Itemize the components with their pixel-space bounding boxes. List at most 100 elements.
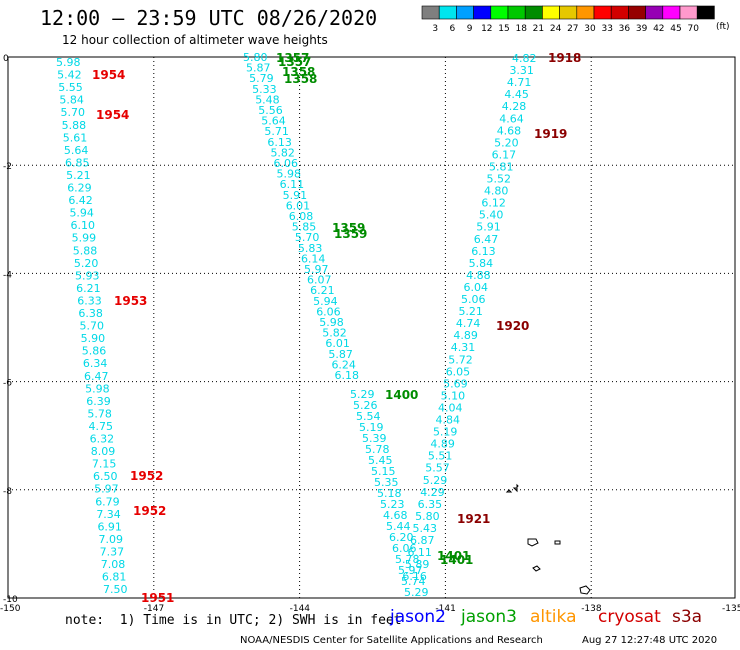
legend-swatch: [559, 5, 578, 20]
legend-bin-label: 27: [567, 24, 578, 34]
swh-value-right-track: 5.51: [428, 450, 453, 463]
swh-value-right-track: 4.04: [438, 401, 463, 414]
swh-value-left-track: 5.97: [94, 483, 119, 496]
swh-value-left-track: 6.91: [97, 520, 122, 533]
swh-value-diagonal-track: 6.07: [307, 274, 332, 287]
page-title: 12:00 — 23:59 UTC 08/26/2020: [40, 6, 378, 30]
legend-swatch: [507, 5, 526, 20]
swh-value-diagonal-track: 6.01: [286, 199, 311, 212]
swh-value-right-track: 5.43: [413, 522, 438, 535]
legend-swatch: [679, 5, 698, 20]
swh-value-right-track: 3.31: [509, 64, 534, 77]
swh-value-diagonal-track: 5.74: [401, 575, 426, 588]
time-label: 1400: [385, 388, 418, 402]
swh-value-right-track: 4.89: [453, 329, 478, 342]
legend-bin-label: 24: [550, 24, 562, 34]
swh-value-right-track: 4.68: [497, 124, 522, 137]
island-outline: [554, 540, 561, 545]
swh-value-right-track: 5.40: [479, 209, 504, 222]
swh-value-diagonal-track: 4.68: [383, 509, 408, 522]
y-tick-label: -4: [3, 270, 12, 280]
swh-value-left-track: 5.55: [58, 81, 83, 94]
legend-swatch: [662, 5, 681, 20]
legend-bin-label: 42: [653, 24, 664, 34]
legend-bin-label: 15: [498, 24, 509, 34]
swh-value-left-track: 7.37: [100, 545, 125, 558]
island-outline: [512, 487, 518, 493]
swh-value-diagonal-track: 5.15: [371, 465, 396, 478]
swh-value-left-track: 5.84: [59, 94, 84, 107]
swh-value-right-track: 4.45: [504, 88, 528, 101]
swh-value-diagonal-track: 5.80: [243, 51, 268, 64]
swh-value-right-track: 5.84: [469, 257, 494, 270]
swh-value-left-track: 7.08: [101, 558, 126, 571]
swh-value-left-track: 5.99: [72, 232, 97, 245]
x-tick-label: -147: [144, 604, 164, 614]
swh-value-diagonal-track: 6.06: [392, 542, 417, 555]
swh-value-diagonal-track: 6.13: [267, 136, 292, 149]
swh-value-diagonal-track: 5.94: [313, 295, 338, 308]
time-label: 1359: [332, 221, 365, 235]
time-label: 1357: [276, 51, 309, 65]
time-label: 1358: [282, 65, 315, 79]
swh-value-diagonal-track: 5.54: [356, 410, 381, 423]
swh-value-diagonal-track: 5.23: [380, 498, 405, 511]
swh-value-diagonal-track: 5.98: [277, 168, 302, 181]
swh-value-left-track: 5.93: [75, 269, 100, 282]
time-label: 1954: [96, 108, 129, 122]
swh-value-right-track: 5.20: [494, 136, 519, 149]
swh-value-left-track: 5.88: [62, 119, 87, 132]
swh-value-right-track: 4.64: [499, 112, 524, 125]
swh-value-diagonal-track: 5.98: [319, 316, 344, 329]
footer-note: note: 1) Time is in UTC; 2) SWH is in fe…: [65, 613, 402, 628]
swh-value-left-track: 5.98: [56, 56, 81, 69]
swh-value-diagonal-track: 5.44: [386, 520, 411, 533]
swh-value-left-track: 6.34: [83, 357, 108, 370]
swh-value-right-track: 6.13: [471, 245, 496, 258]
swh-value-left-track: 7.15: [92, 458, 117, 471]
swh-value-right-track: 5.80: [415, 510, 440, 523]
swh-value-left-track: 5.86: [82, 345, 107, 358]
x-tick-label: -150: [0, 604, 21, 614]
swh-value-right-track: 5.06: [461, 293, 486, 306]
swh-value-diagonal-track: 5.87: [246, 62, 270, 75]
legend-bin-label: 6: [450, 24, 456, 34]
swh-value-diagonal-track: 6.08: [289, 210, 314, 223]
swh-value-diagonal-track: 5.26: [353, 399, 378, 412]
swh-value-right-track: 6.17: [492, 148, 516, 161]
swh-value-right-track: 4.31: [451, 341, 476, 354]
swh-value-right-track: 6.04: [464, 281, 489, 294]
swh-value-left-track: 5.98: [85, 382, 110, 395]
swh-value-diagonal-track: 6.21: [310, 284, 335, 297]
legend-bin-label: 18: [515, 24, 527, 34]
swh-value-right-track: 4.84: [436, 414, 461, 427]
plot-frame: [7, 56, 736, 599]
swh-value-diagonal-track: 5.97: [304, 263, 329, 276]
swh-value-diagonal-track: 5.29: [404, 586, 429, 599]
y-tick-label: -8: [3, 487, 12, 497]
swh-value-right-track: 4.82: [512, 52, 537, 65]
time-label: 1358: [284, 72, 317, 86]
y-tick-label: -2: [3, 162, 12, 172]
timestamp: Aug 27 12:27:48 UTC 2020: [582, 635, 718, 646]
credit-line: NOAA/NESDIS Center for Satellite Applica…: [240, 635, 543, 646]
legend-swatch: [438, 5, 457, 20]
legend-bin-label: 3: [432, 24, 438, 34]
x-tick-label: -144: [290, 604, 311, 614]
legend-unit: (ft): [716, 22, 730, 32]
swh-value-diagonal-track: 6.01: [325, 337, 350, 350]
swh-value-diagonal-track: 5.33: [252, 83, 277, 96]
swh-value-diagonal-track: 5.78: [365, 443, 390, 456]
legend-swatch: [542, 5, 560, 20]
swh-value-diagonal-track: 6.06: [316, 305, 341, 318]
swh-value-left-track: 6.47: [84, 370, 109, 383]
time-label: 1952: [130, 469, 163, 483]
time-label: 1918: [548, 51, 581, 65]
swh-value-left-track: 6.38: [78, 307, 103, 320]
swh-value-right-track: 4.88: [466, 269, 491, 282]
island-outline: [579, 585, 591, 595]
swh-value-left-track: 6.81: [102, 571, 127, 584]
swh-value-diagonal-track: 5.71: [264, 125, 289, 138]
time-label: 1921: [457, 512, 490, 526]
